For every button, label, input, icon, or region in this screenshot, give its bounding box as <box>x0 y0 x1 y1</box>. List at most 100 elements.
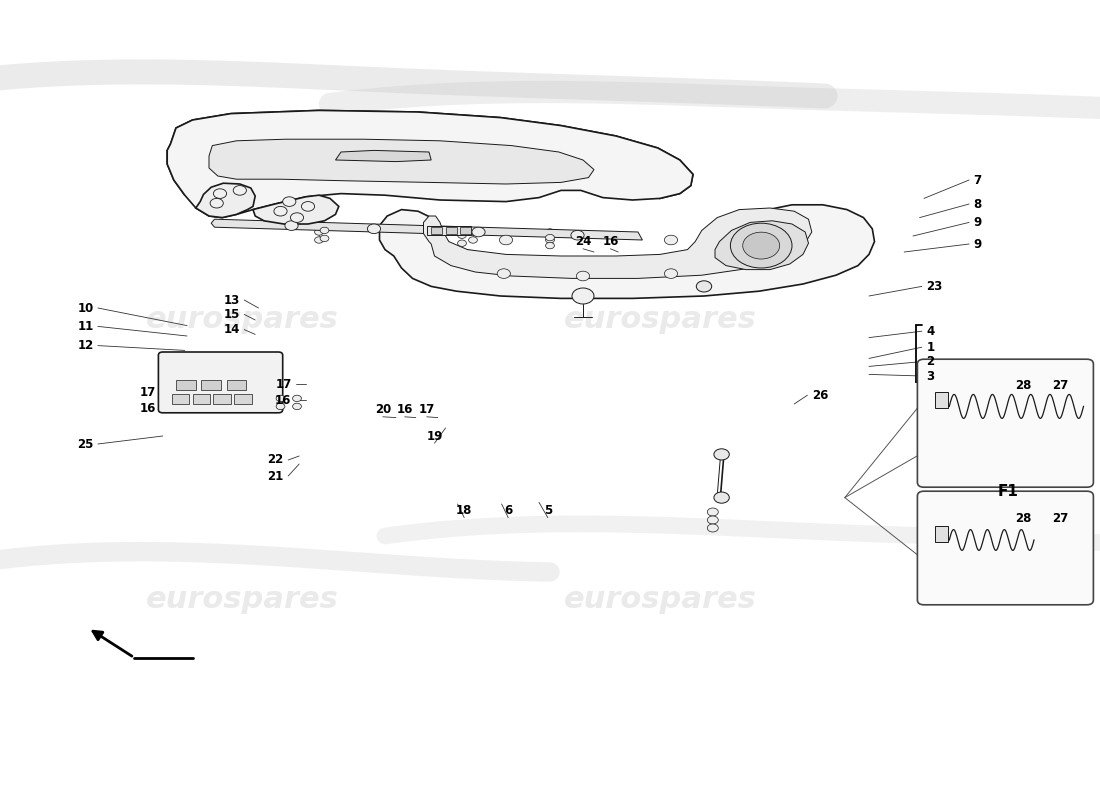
FancyBboxPatch shape <box>158 352 283 413</box>
Circle shape <box>546 234 554 241</box>
Circle shape <box>210 198 223 208</box>
Polygon shape <box>253 195 339 224</box>
Text: 12: 12 <box>77 339 94 352</box>
Circle shape <box>664 235 678 245</box>
Circle shape <box>730 223 792 268</box>
Text: F1: F1 <box>998 484 1018 498</box>
Polygon shape <box>379 205 874 298</box>
Text: 26: 26 <box>812 389 828 402</box>
Circle shape <box>497 269 510 278</box>
Bar <box>176 380 196 390</box>
Text: 13: 13 <box>223 294 240 306</box>
Polygon shape <box>209 139 594 184</box>
Bar <box>213 394 231 404</box>
Circle shape <box>469 237 477 243</box>
Circle shape <box>576 271 590 281</box>
Text: 16: 16 <box>397 403 412 416</box>
Text: 17: 17 <box>275 378 292 390</box>
Circle shape <box>276 395 285 402</box>
Circle shape <box>458 232 466 238</box>
Text: 3: 3 <box>926 370 934 382</box>
Text: 15: 15 <box>223 308 240 321</box>
Bar <box>446 227 456 234</box>
Text: 19: 19 <box>427 430 442 442</box>
Circle shape <box>233 186 246 195</box>
Circle shape <box>714 492 729 503</box>
Text: eurospares: eurospares <box>563 586 757 614</box>
Bar <box>935 526 948 542</box>
Circle shape <box>315 229 323 235</box>
Circle shape <box>386 229 395 235</box>
Bar <box>935 392 948 408</box>
Circle shape <box>472 227 485 237</box>
Text: 2: 2 <box>926 355 934 368</box>
Text: 16: 16 <box>140 402 156 414</box>
Text: 4: 4 <box>926 325 934 338</box>
Circle shape <box>707 516 718 524</box>
Circle shape <box>301 202 315 211</box>
Circle shape <box>367 224 381 234</box>
Circle shape <box>213 189 227 198</box>
Circle shape <box>285 221 298 230</box>
Text: 1: 1 <box>926 341 934 354</box>
Text: 25: 25 <box>77 438 94 450</box>
Circle shape <box>696 281 712 292</box>
Text: 10: 10 <box>77 302 94 314</box>
Circle shape <box>315 237 323 243</box>
Bar <box>192 394 210 404</box>
Bar <box>234 394 252 404</box>
Circle shape <box>742 232 780 259</box>
Bar <box>201 380 221 390</box>
Text: eurospares: eurospares <box>563 306 757 334</box>
Bar <box>431 227 442 234</box>
Bar <box>227 380 246 390</box>
Text: 18: 18 <box>456 504 472 517</box>
Bar <box>172 394 189 404</box>
Circle shape <box>320 227 329 234</box>
Text: 11: 11 <box>77 320 94 333</box>
Circle shape <box>707 524 718 532</box>
Polygon shape <box>427 226 471 235</box>
Text: 20: 20 <box>375 403 390 416</box>
Text: 27: 27 <box>1053 512 1068 525</box>
Text: eurospares: eurospares <box>145 586 339 614</box>
FancyBboxPatch shape <box>917 359 1093 487</box>
Text: 9: 9 <box>974 238 981 250</box>
Text: 16: 16 <box>275 394 292 406</box>
Text: eurospares: eurospares <box>145 306 339 334</box>
Circle shape <box>469 229 477 235</box>
Text: 24: 24 <box>575 235 591 248</box>
Circle shape <box>458 240 466 246</box>
Circle shape <box>546 229 554 235</box>
Circle shape <box>714 449 729 460</box>
Text: 7: 7 <box>974 174 981 186</box>
Circle shape <box>499 235 513 245</box>
Circle shape <box>293 403 301 410</box>
Circle shape <box>290 213 304 222</box>
Polygon shape <box>424 208 812 278</box>
Text: 14: 14 <box>223 323 240 336</box>
Circle shape <box>707 508 718 516</box>
Circle shape <box>546 237 554 243</box>
Polygon shape <box>196 183 255 218</box>
Text: 21: 21 <box>267 470 284 482</box>
Bar <box>460 227 471 234</box>
Circle shape <box>664 269 678 278</box>
Text: 28: 28 <box>1015 512 1031 525</box>
Text: 23: 23 <box>926 280 943 293</box>
Circle shape <box>276 403 285 410</box>
Circle shape <box>274 206 287 216</box>
Polygon shape <box>167 110 693 198</box>
Polygon shape <box>715 221 808 270</box>
Circle shape <box>572 288 594 304</box>
Polygon shape <box>211 219 642 240</box>
Circle shape <box>571 230 584 240</box>
Polygon shape <box>167 110 693 218</box>
Circle shape <box>546 242 554 249</box>
Circle shape <box>293 395 301 402</box>
Polygon shape <box>336 150 431 162</box>
Text: 9: 9 <box>974 216 981 229</box>
Circle shape <box>386 237 395 243</box>
Circle shape <box>320 235 329 242</box>
Text: 17: 17 <box>140 386 156 398</box>
